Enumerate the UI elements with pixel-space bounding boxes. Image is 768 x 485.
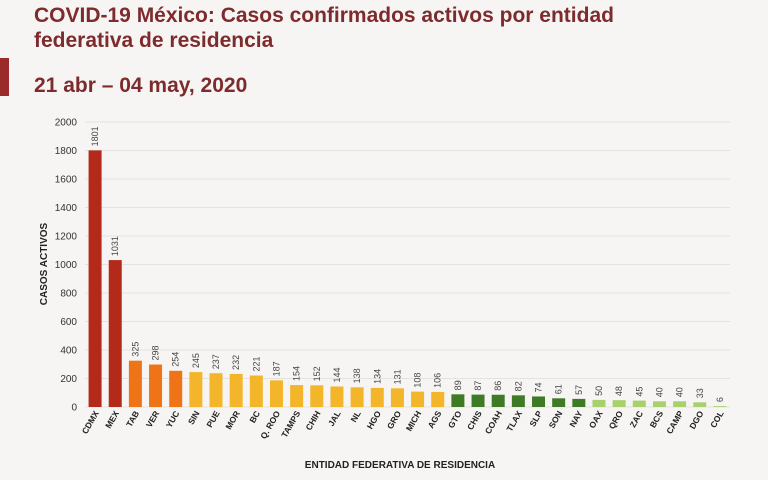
value-label: 134 — [372, 369, 382, 384]
value-label: 74 — [534, 382, 544, 392]
chart-subtitle: 21 abr – 04 may, 2020 — [34, 74, 247, 97]
bar — [552, 398, 566, 407]
value-label: 40 — [654, 387, 664, 397]
bar — [310, 385, 324, 407]
bar — [169, 370, 183, 407]
bar — [108, 260, 122, 407]
y-tick-label: 400 — [60, 346, 77, 357]
y-tick-label: 2000 — [55, 118, 78, 129]
bar — [673, 401, 687, 407]
value-label: 187 — [271, 361, 281, 376]
value-label: 152 — [312, 366, 322, 381]
bar — [128, 360, 142, 407]
chart-title: COVID-19 México: Casos confirmados activ… — [34, 4, 614, 52]
value-label: 254 — [171, 352, 181, 367]
value-label: 237 — [211, 354, 221, 369]
bar — [693, 402, 707, 407]
value-label: 89 — [453, 380, 463, 390]
bar — [471, 394, 485, 407]
bar — [209, 373, 223, 407]
bar — [249, 375, 263, 407]
value-label: 82 — [513, 381, 523, 391]
value-label: 40 — [675, 387, 685, 397]
value-label: 33 — [695, 388, 705, 398]
value-label: 57 — [574, 385, 584, 395]
value-label: 245 — [191, 353, 201, 368]
bar — [451, 394, 465, 407]
bar — [511, 395, 525, 407]
y-axis-label: CASOS ACTIVOS — [39, 222, 50, 305]
x-axis-label: ENTIDAD FEDERATIVA DE RESIDENCIA — [305, 460, 495, 471]
value-label: 86 — [493, 381, 503, 391]
x-tick-label: NL — [349, 409, 363, 424]
value-label: 87 — [473, 381, 483, 391]
bar — [411, 391, 425, 407]
value-label: 325 — [130, 342, 140, 357]
value-label: 61 — [554, 384, 564, 394]
value-label: 106 — [433, 373, 443, 388]
value-label: 108 — [413, 373, 423, 388]
value-label: 1801 — [90, 126, 100, 146]
y-tick-label: 1800 — [55, 146, 78, 157]
bar — [269, 380, 283, 407]
bar — [652, 401, 666, 407]
value-label: 138 — [352, 368, 362, 383]
bar — [229, 373, 243, 407]
bar — [491, 394, 505, 407]
bar — [330, 386, 344, 407]
bar — [532, 396, 546, 407]
value-label: 45 — [634, 387, 644, 397]
value-label: 131 — [392, 369, 402, 384]
bar — [88, 150, 102, 408]
bar — [592, 399, 606, 407]
y-tick-label: 200 — [60, 374, 77, 385]
value-label: 6 — [715, 397, 725, 402]
y-tick-label: 1200 — [55, 232, 78, 243]
bar — [370, 387, 384, 407]
value-label: 144 — [332, 367, 342, 382]
bar — [350, 387, 364, 407]
bar — [189, 372, 203, 407]
value-label: 232 — [231, 355, 241, 370]
bar — [632, 400, 646, 407]
value-label: 154 — [292, 366, 302, 381]
y-tick-label: 1400 — [55, 203, 78, 214]
bar — [149, 364, 163, 407]
value-label: 1031 — [110, 236, 120, 256]
bar — [572, 398, 586, 407]
bar — [431, 391, 445, 407]
bar — [390, 388, 404, 407]
y-tick-label: 1000 — [55, 260, 78, 271]
value-label: 48 — [614, 386, 624, 396]
accent-bar — [0, 58, 9, 96]
value-label: 50 — [594, 386, 604, 396]
bar — [290, 385, 304, 407]
value-label: 298 — [151, 346, 161, 361]
value-label: 221 — [251, 356, 261, 371]
y-tick-label: 600 — [60, 317, 77, 328]
y-tick-label: 1600 — [55, 175, 78, 186]
y-tick-label: 0 — [71, 403, 77, 414]
y-tick-label: 800 — [60, 289, 77, 300]
bar — [713, 406, 727, 407]
bar — [612, 400, 626, 407]
